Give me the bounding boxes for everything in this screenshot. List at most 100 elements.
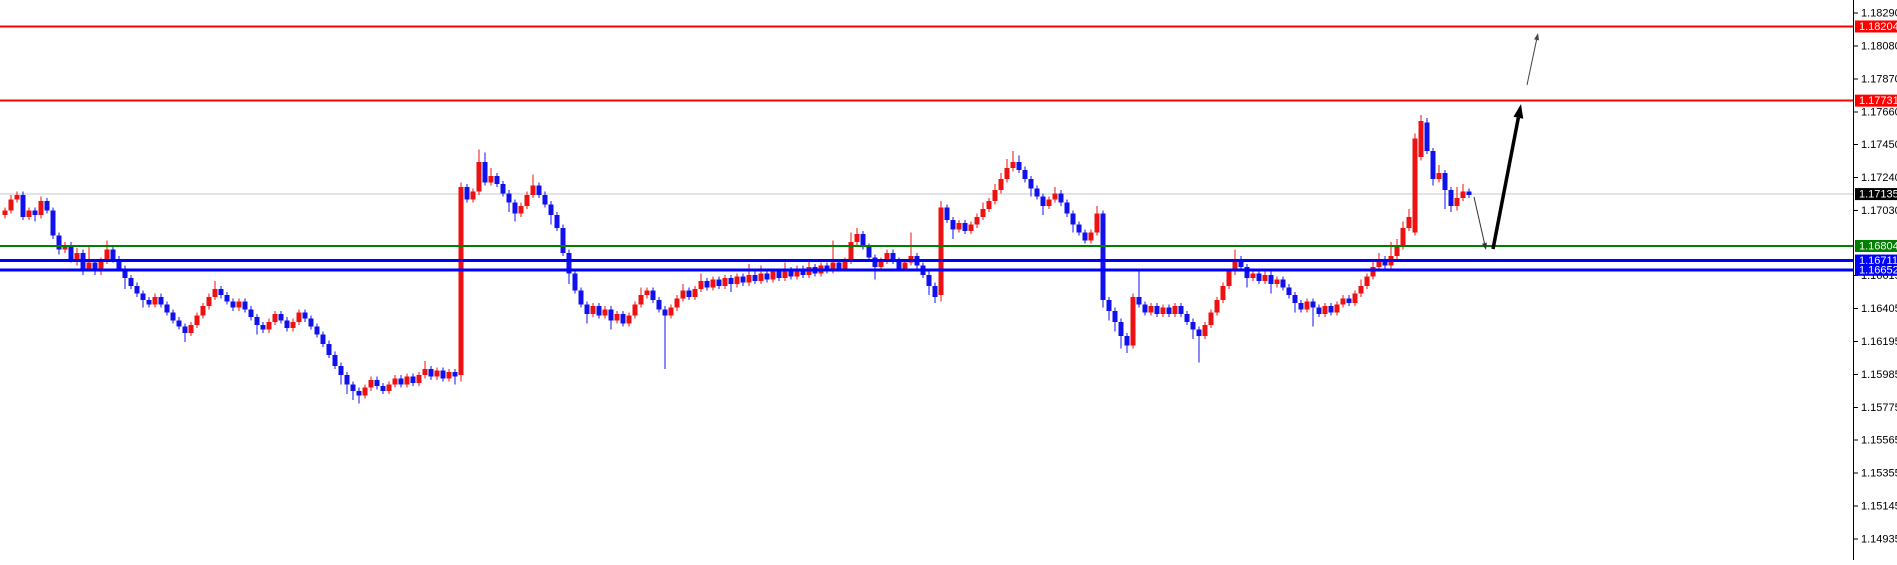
candle-body [1257,273,1262,281]
candle [345,372,350,394]
candle-body [597,306,602,315]
axis-tick-label: 1.17030 [1861,205,1897,217]
candle [351,381,356,400]
candle [999,173,1004,193]
continuation-arrow[interactable] [1527,33,1539,85]
candle-body [1329,306,1334,312]
candle-body [1269,275,1274,284]
candle [1167,305,1172,318]
axis-tick-label: 1.15355 [1861,468,1897,480]
candle-body [1281,280,1286,288]
candle-body [999,179,1004,190]
candle-body [1401,228,1406,247]
candle-body [273,314,278,322]
candle [315,323,320,337]
axis-tick-label: 1.14935 [1861,534,1897,546]
candle-body [201,306,206,315]
candle-body [1461,192,1466,198]
candle [1257,270,1262,284]
candle-body [1443,173,1448,190]
candle [1263,272,1268,285]
candle-body [675,298,680,307]
candle [471,189,476,203]
candle-body [627,316,632,324]
candle [1293,292,1298,312]
candle [1071,211,1076,233]
candle [693,286,698,300]
pullback-arrow[interactable] [1474,197,1487,250]
candle [441,367,446,381]
candle [435,367,440,380]
candle [1047,196,1052,209]
candle-body [771,272,776,280]
candle [477,149,482,194]
candle [291,319,296,332]
candle-body [279,314,284,320]
breakout-arrow[interactable] [1493,104,1523,249]
candle [759,265,764,284]
candle-body [561,228,566,253]
candle [279,311,284,324]
candle [1029,176,1034,196]
candle [1005,159,1010,183]
candle [483,153,488,186]
candle [927,272,932,296]
candle [75,248,80,265]
candle-body [195,316,200,325]
candle [153,294,158,308]
candle-body [477,162,482,192]
candle-body [975,217,980,225]
candle-body [21,195,26,217]
candle [261,322,266,333]
candle-body [1005,168,1010,179]
candle [531,174,536,198]
price-axis[interactable]: 1.182901.180801.178701.176601.174501.172… [1854,0,1897,560]
candle [1467,189,1472,198]
candle-body [435,370,440,376]
candle-body [69,245,74,259]
candle [1281,276,1286,290]
candle [615,311,620,324]
candle [1383,256,1388,269]
candle-body [1119,322,1124,336]
candle [513,200,518,222]
candle [957,220,962,233]
candle [549,201,554,225]
candle-body [585,305,590,314]
candle-body [525,195,530,206]
candle [1413,134,1418,236]
candle-body [303,312,308,318]
candle-body [375,380,380,386]
candle-body [591,306,596,314]
resistance-lower-tag-text: 1.17731 [1859,95,1897,107]
candle [51,207,56,238]
candle-body [51,211,56,236]
candle-body [903,262,908,268]
candle-body [993,190,998,201]
candle-body [285,320,290,328]
candle-body [861,234,866,247]
support-green-price-tag: 1.16804 [1855,240,1897,253]
candle-body [189,325,194,333]
candle [747,264,752,286]
candle-body [573,273,578,290]
axis-tick-label: 1.17450 [1861,139,1897,151]
candle [1407,209,1412,231]
candle-body [1293,295,1298,303]
candle [645,287,650,298]
axis-tick-label: 1.16195 [1861,336,1897,348]
candle [1287,284,1292,298]
candle [705,278,710,291]
candle-body [135,286,140,294]
candle-body [1365,276,1370,285]
candle-body [1359,286,1364,294]
candle-body [1335,305,1340,313]
candle [1437,165,1442,182]
candle-body [963,223,968,231]
candle [507,190,512,212]
candle [1017,156,1022,173]
candle-body [681,291,686,299]
candle [1425,118,1430,154]
